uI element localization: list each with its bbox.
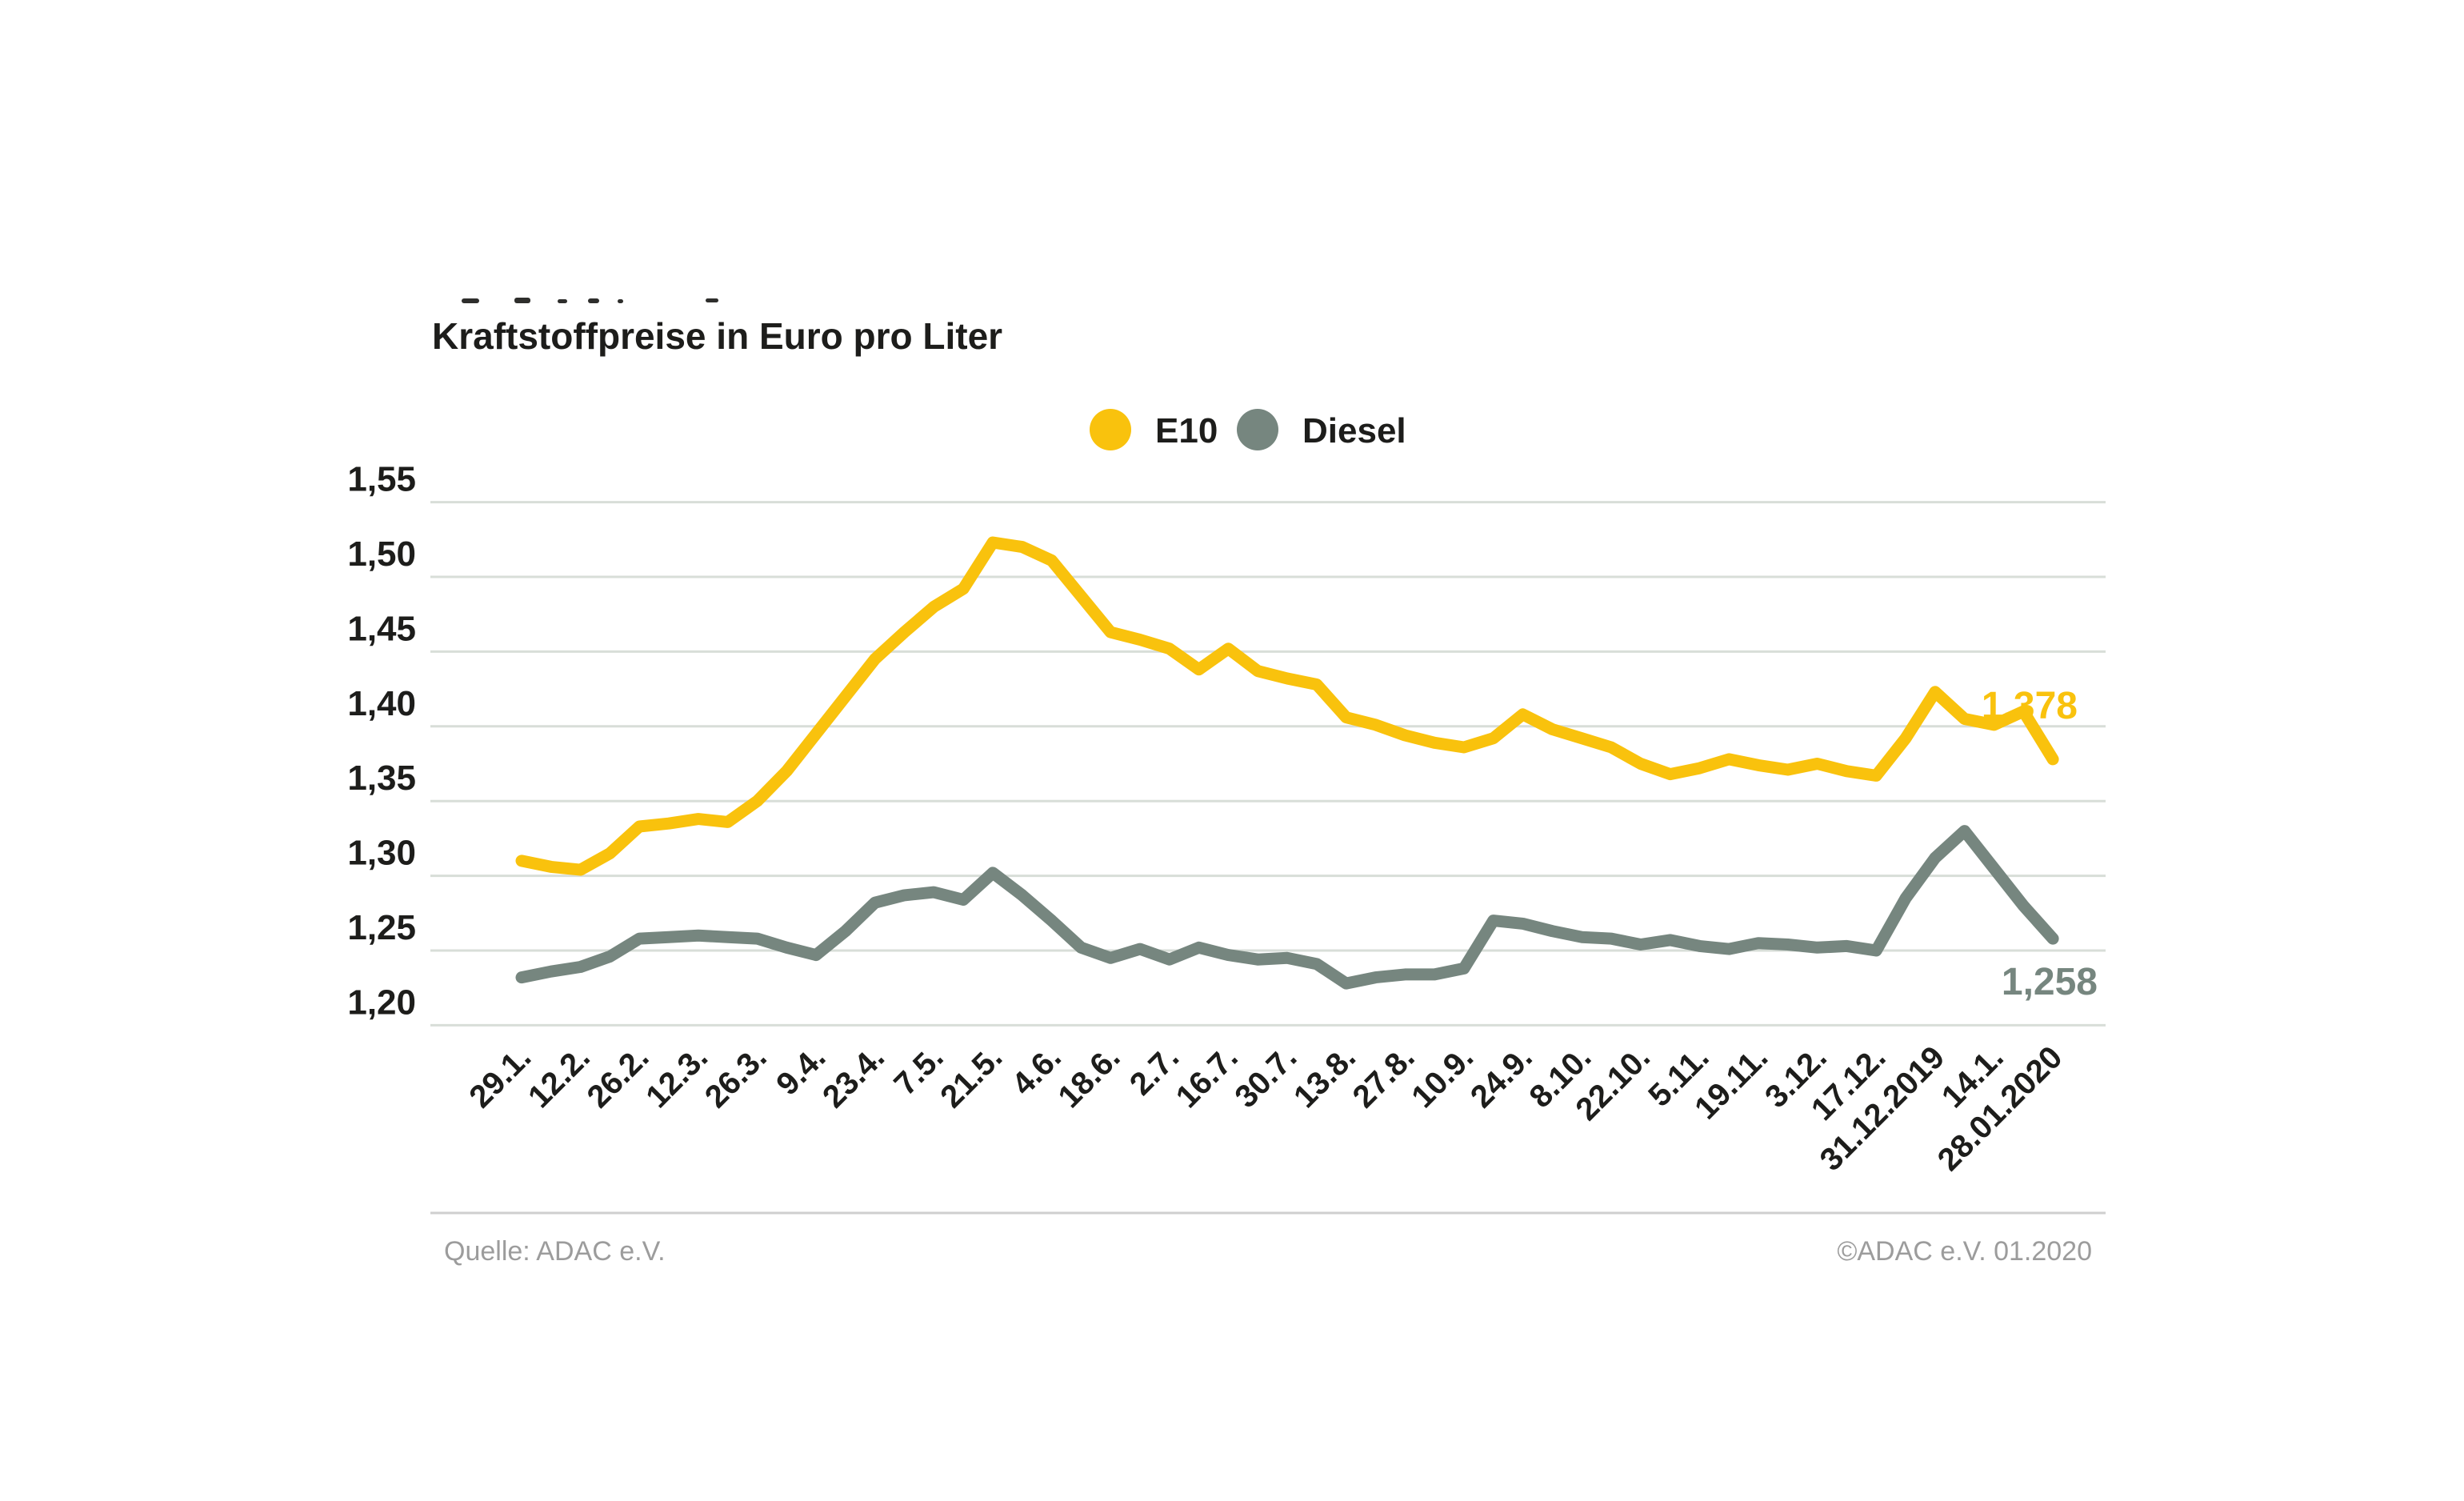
y-tick-label: 1,20 [347, 983, 416, 1022]
legend-label-diesel: Diesel [1302, 411, 1406, 450]
x-tick-label: 27.8. [1346, 1039, 1422, 1115]
chart-legend: E10 Diesel [1090, 409, 1406, 450]
x-tick-label: 10.9. [1405, 1039, 1480, 1115]
diesel-end-value: 1,258 [2002, 961, 2098, 1003]
copyright-note: ©ADAC e.V. 01.2020 [1837, 1236, 2092, 1267]
y-axis-labels: 1,55 1,50 1,45 1,40 1,35 1,30 1,25 1,20 [347, 460, 416, 1023]
line-diesel [515, 825, 2059, 990]
legend-swatch-e10 [1090, 409, 1131, 450]
gridlines [430, 501, 2106, 1027]
x-tick-label: 29.1. [462, 1039, 538, 1115]
y-tick-label: 1,50 [347, 534, 416, 574]
chart-title: Kraftstoffpreise in Euro pro Liter [432, 315, 1002, 357]
end-value-labels: 1,378 1,258 [1982, 685, 2098, 1003]
y-tick-label: 1,35 [347, 759, 416, 798]
x-tick-label: 26.2. [581, 1039, 656, 1115]
x-tick-label: 30.7. [1228, 1039, 1303, 1115]
x-tick-label: 26.3. [698, 1039, 774, 1115]
y-tick-label: 1,25 [347, 908, 416, 947]
cropped-text-artifact [462, 298, 718, 303]
x-tick-label: 12.3. [639, 1039, 714, 1115]
x-tick-label: 12.2. [522, 1039, 597, 1115]
source-note: Quelle: ADAC e.V. [444, 1236, 666, 1267]
y-tick-label: 1,40 [347, 684, 416, 723]
x-tick-label: 21.5. [934, 1039, 1009, 1115]
x-tick-label: 24.9. [1464, 1039, 1539, 1115]
x-tick-label: 16.7. [1170, 1039, 1245, 1115]
line-e10 [515, 536, 2059, 876]
e10-end-value: 1,378 [1982, 685, 2078, 727]
x-tick-label: 23.4. [816, 1039, 891, 1115]
legend-label-e10: E10 [1155, 411, 1218, 450]
x-axis-labels: 29.1.12.2.26.2.12.3.26.3.9.4.23.4.7.5.21… [462, 1039, 2069, 1178]
y-tick-label: 1,45 [347, 609, 416, 648]
data-lines [515, 536, 2059, 990]
x-tick-label: 13.8. [1287, 1039, 1362, 1115]
y-tick-label: 1,30 [347, 834, 416, 873]
y-tick-label: 1,55 [347, 460, 416, 499]
x-tick-label: 18.6. [1052, 1039, 1127, 1115]
chart-footer: Quelle: ADAC e.V. ©ADAC e.V. 01.2020 [430, 1211, 2106, 1267]
legend-swatch-diesel [1237, 409, 1278, 450]
